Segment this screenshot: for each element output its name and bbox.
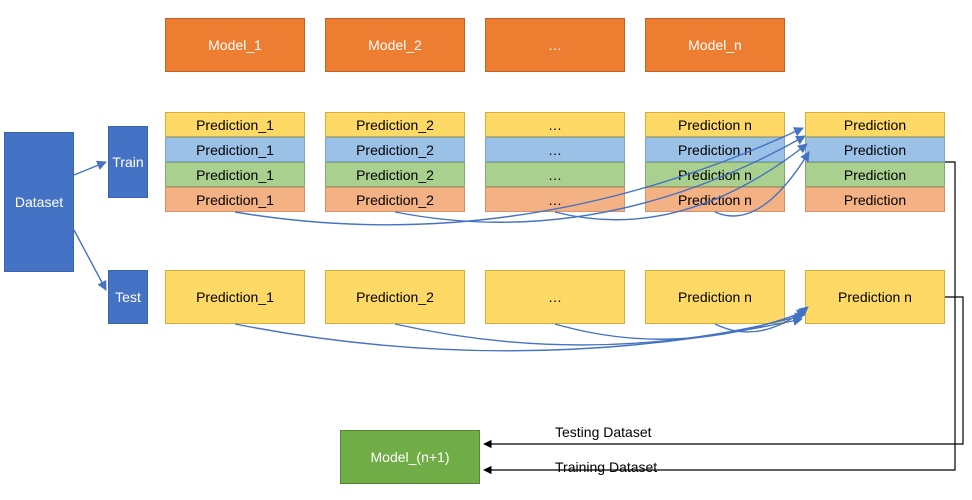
final-model-label: Model_(n+1) — [371, 449, 450, 465]
testing-dataset-label: Testing Dataset — [555, 424, 652, 440]
train-r2-c1: Prediction_1 — [165, 137, 305, 162]
final-model-box: Model_(n+1) — [340, 430, 480, 484]
test-c1: Prediction_1 — [165, 270, 305, 324]
train-r3-c4: Prediction n — [645, 162, 785, 187]
train-r1-c4: Prediction n — [645, 112, 785, 137]
train-r3-c3: … — [485, 162, 625, 187]
train-r4-c1: Prediction_1 — [165, 187, 305, 212]
test-label: Test — [115, 289, 141, 305]
train-r4-c5: Prediction — [805, 187, 945, 212]
train-r2-c5: Prediction — [805, 137, 945, 162]
edge-dataset-train — [74, 162, 106, 175]
arrows-layer — [0, 0, 972, 500]
train-r3-c1: Prediction_1 — [165, 162, 305, 187]
train-r4-c4: Prediction n — [645, 187, 785, 212]
train-r4-c2: Prediction_2 — [325, 187, 465, 212]
model-n-box: Model_n — [645, 18, 785, 72]
train-r1-c5: Prediction — [805, 112, 945, 137]
model-n-label: Model_n — [688, 37, 742, 53]
train-r3-c5: Prediction — [805, 162, 945, 187]
train-r1-c2: Prediction_2 — [325, 112, 465, 137]
train-r1-c3: … — [485, 112, 625, 137]
test-c5: Prediction n — [805, 270, 945, 324]
train-r2-c4: Prediction n — [645, 137, 785, 162]
train-r2-c3: … — [485, 137, 625, 162]
dataset-box: Dataset — [4, 132, 74, 272]
train-r1-c1: Prediction_1 — [165, 112, 305, 137]
model-1-box: Model_1 — [165, 18, 305, 72]
edge-dataset-test — [74, 230, 106, 290]
model-3-label: … — [548, 37, 562, 53]
test-c2: Prediction_2 — [325, 270, 465, 324]
test-c3: … — [485, 270, 625, 324]
train-r4-c3: … — [485, 187, 625, 212]
train-r3-c2: Prediction_2 — [325, 162, 465, 187]
model-2-label: Model_2 — [368, 37, 422, 53]
train-label: Train — [112, 154, 143, 170]
dataset-label: Dataset — [15, 194, 63, 210]
test-c4: Prediction n — [645, 270, 785, 324]
model-2-box: Model_2 — [325, 18, 465, 72]
model-1-label: Model_1 — [208, 37, 262, 53]
test-box: Test — [108, 270, 148, 324]
train-box: Train — [108, 126, 148, 198]
model-3-box: … — [485, 18, 625, 72]
training-dataset-label: Training Dataset — [555, 459, 657, 475]
train-r2-c2: Prediction_2 — [325, 137, 465, 162]
